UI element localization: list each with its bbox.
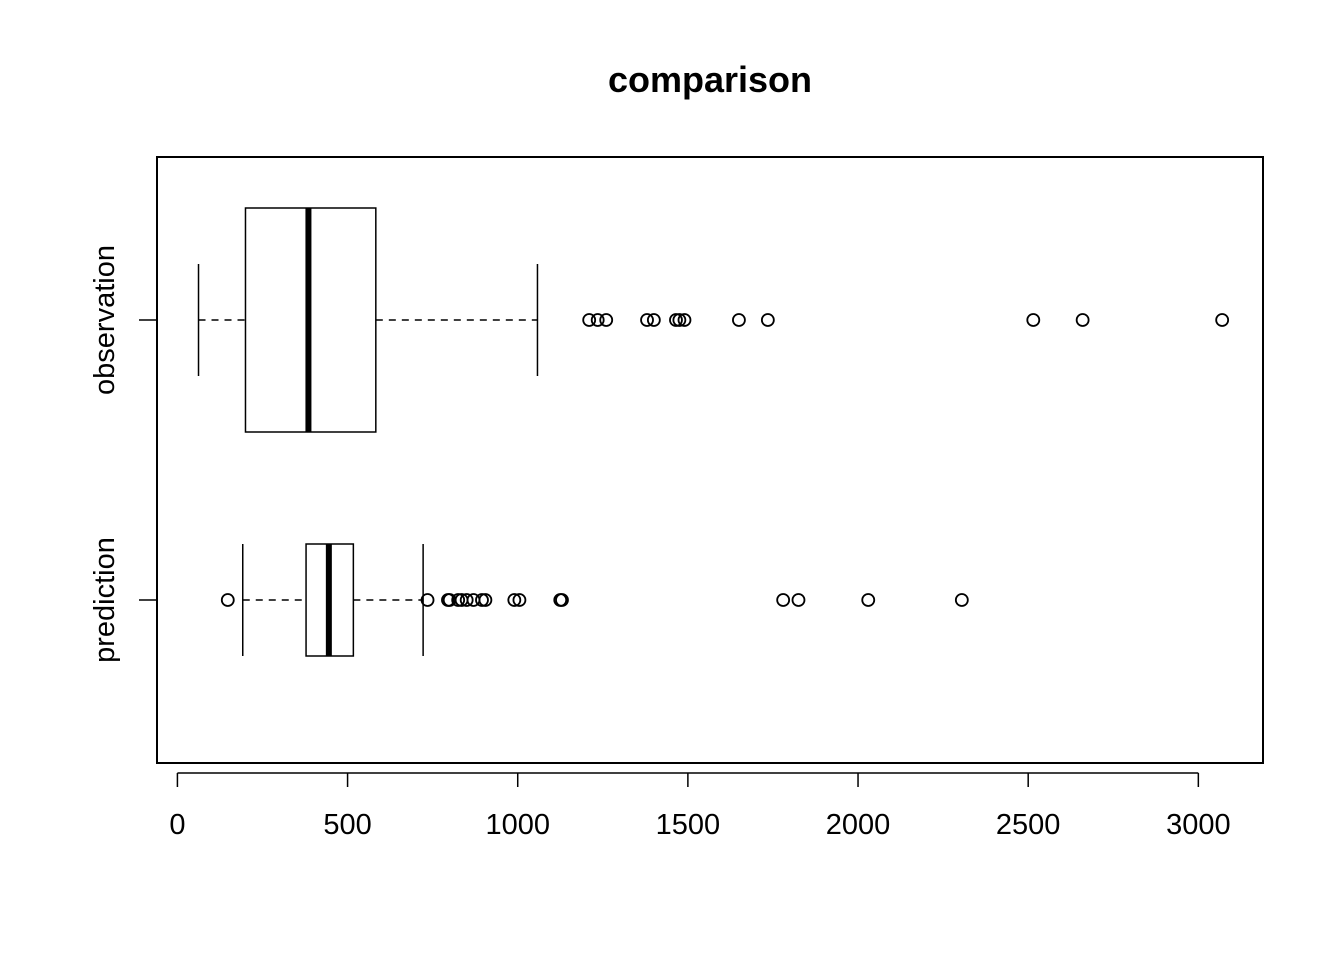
boxes: observation prediction <box>89 207 1230 663</box>
outlier-point <box>791 593 806 607</box>
outlier-point <box>1215 313 1230 327</box>
x-tick-label: 500 <box>323 809 371 841</box>
box-group-prediction: prediction <box>89 537 969 663</box>
x-tick-label: 1500 <box>656 809 721 841</box>
outlier-point <box>420 593 435 607</box>
x-axis: 0 500 1000 1500 2000 2500 3000 <box>169 772 1231 841</box>
outlier-point <box>512 593 527 607</box>
outlier-point <box>954 593 969 607</box>
outlier-point <box>776 593 791 607</box>
outlier-point <box>590 313 605 327</box>
outlier-point <box>646 313 661 327</box>
x-tick-label: 3000 <box>1166 809 1231 841</box>
outlier-point <box>555 593 569 607</box>
outlier-point <box>599 313 614 327</box>
plot-frame <box>156 156 1264 764</box>
outlier-point <box>760 313 775 327</box>
box-group-observation: observation <box>89 207 1230 433</box>
y-tick-label: observation <box>89 245 121 395</box>
outlier-point <box>220 593 235 607</box>
outlier-point <box>1075 313 1090 327</box>
outlier-point <box>861 593 876 607</box>
y-tick-label: prediction <box>89 537 121 663</box>
outlier-point <box>672 313 687 327</box>
outlier-point <box>478 593 493 607</box>
outlier-point <box>507 593 522 607</box>
x-tick-label: 0 <box>169 809 185 841</box>
outlier-point <box>582 313 597 327</box>
x-tick-label: 1000 <box>485 809 550 841</box>
x-tick-label: 2500 <box>996 809 1061 841</box>
x-tick-label: 2000 <box>826 809 891 841</box>
outlier-point <box>640 313 654 327</box>
outlier-point <box>1026 313 1041 327</box>
chart-title: comparison <box>608 59 812 100</box>
outlier-point <box>459 593 474 607</box>
outlier-point <box>677 313 692 327</box>
outlier-point <box>732 313 746 327</box>
